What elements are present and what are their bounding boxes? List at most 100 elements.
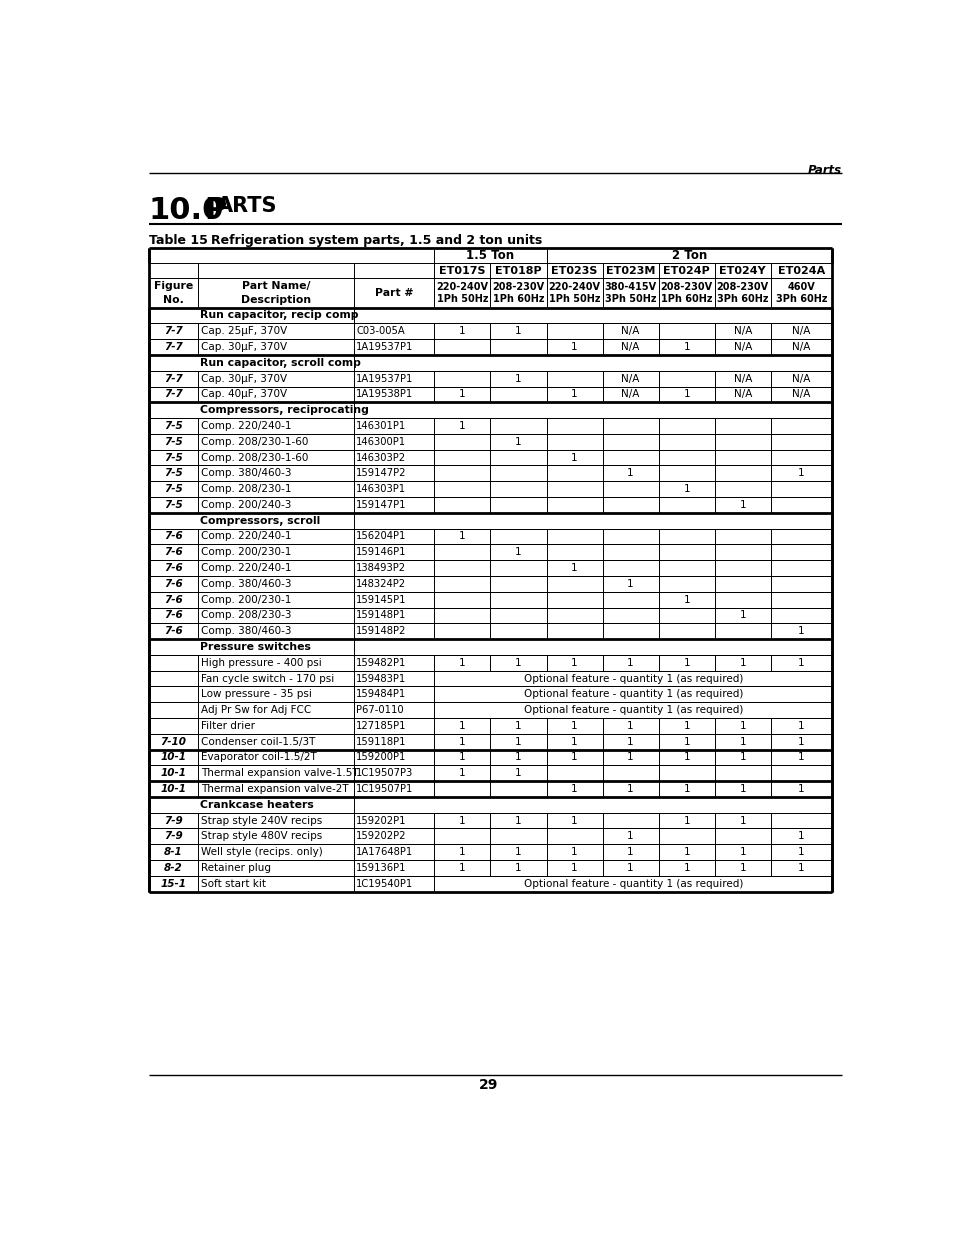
Text: N/A: N/A — [733, 326, 751, 336]
Text: Fan cycle switch - 170 psi: Fan cycle switch - 170 psi — [201, 673, 334, 683]
Text: 1: 1 — [627, 737, 633, 747]
Text: 148324P2: 148324P2 — [355, 579, 406, 589]
Text: Compressors, scroll: Compressors, scroll — [200, 516, 320, 526]
Text: Strap style 480V recips: Strap style 480V recips — [201, 831, 322, 841]
Text: 208-230V
3Ph 60Hz: 208-230V 3Ph 60Hz — [716, 282, 768, 304]
Text: 1: 1 — [798, 784, 804, 794]
Text: 127185P1: 127185P1 — [355, 721, 406, 731]
Text: 29: 29 — [478, 1078, 498, 1092]
Text: Crankcase heaters: Crankcase heaters — [200, 800, 314, 810]
Text: P67-0110: P67-0110 — [355, 705, 403, 715]
Text: 159147P2: 159147P2 — [355, 468, 406, 478]
Text: 1: 1 — [798, 752, 804, 762]
Text: 1: 1 — [571, 721, 578, 731]
Text: 1A17648P1: 1A17648P1 — [355, 847, 413, 857]
Text: 1.5 Ton: 1.5 Ton — [466, 249, 514, 262]
Text: Comp. 220/240-1: Comp. 220/240-1 — [201, 421, 292, 431]
Text: 7-6: 7-6 — [164, 531, 182, 541]
Text: 460V
3Ph 60Hz: 460V 3Ph 60Hz — [775, 282, 826, 304]
Text: 156204P1: 156204P1 — [355, 531, 406, 541]
Text: N/A: N/A — [792, 326, 810, 336]
Text: Comp. 200/230-1: Comp. 200/230-1 — [201, 547, 291, 557]
Text: 10.0: 10.0 — [149, 196, 224, 225]
Text: Adj Pr Sw for Adj FCC: Adj Pr Sw for Adj FCC — [201, 705, 311, 715]
Text: 1: 1 — [682, 737, 689, 747]
Text: N/A: N/A — [620, 326, 639, 336]
Text: 159147P1: 159147P1 — [355, 500, 406, 510]
Text: 146303P2: 146303P2 — [355, 452, 406, 463]
Text: 1: 1 — [571, 752, 578, 762]
Text: Optional feature - quantity 1 (as required): Optional feature - quantity 1 (as requir… — [523, 673, 742, 683]
Text: 159482P1: 159482P1 — [355, 658, 406, 668]
Text: 1: 1 — [798, 658, 804, 668]
Text: 7-10: 7-10 — [160, 737, 186, 747]
Text: 1: 1 — [458, 847, 465, 857]
Text: 8-2: 8-2 — [164, 863, 182, 873]
Text: N/A: N/A — [620, 374, 639, 384]
Text: Comp. 220/240-1: Comp. 220/240-1 — [201, 563, 292, 573]
Text: 208-230V
1Ph 60Hz: 208-230V 1Ph 60Hz — [492, 282, 544, 304]
Text: 1: 1 — [798, 721, 804, 731]
Text: 159145P1: 159145P1 — [355, 594, 406, 605]
Text: N/A: N/A — [620, 389, 639, 399]
Text: N/A: N/A — [792, 389, 810, 399]
Text: 1: 1 — [515, 374, 521, 384]
Text: Thermal expansion valve-1.5T: Thermal expansion valve-1.5T — [201, 768, 358, 778]
Text: 1: 1 — [798, 863, 804, 873]
Text: 220-240V
1Ph 50Hz: 220-240V 1Ph 50Hz — [436, 282, 488, 304]
Text: ET017S: ET017S — [438, 266, 485, 275]
Text: 1: 1 — [458, 815, 465, 826]
Text: 1: 1 — [739, 658, 745, 668]
Text: 1: 1 — [458, 721, 465, 731]
Text: 1: 1 — [571, 784, 578, 794]
Text: 1: 1 — [682, 594, 689, 605]
Text: 7-7: 7-7 — [164, 389, 182, 399]
Text: 1: 1 — [682, 389, 689, 399]
Text: Thermal expansion valve-2T: Thermal expansion valve-2T — [201, 784, 348, 794]
Text: Filter drier: Filter drier — [201, 721, 254, 731]
Text: 1A19537P1: 1A19537P1 — [355, 342, 413, 352]
Text: 7-7: 7-7 — [164, 342, 182, 352]
Text: 1: 1 — [682, 863, 689, 873]
Text: 1: 1 — [571, 389, 578, 399]
Text: 1: 1 — [682, 342, 689, 352]
Text: 1: 1 — [627, 752, 633, 762]
Text: 159148P2: 159148P2 — [355, 626, 406, 636]
Text: Optional feature - quantity 1 (as required): Optional feature - quantity 1 (as requir… — [523, 705, 742, 715]
Text: 1: 1 — [515, 721, 521, 731]
Text: 1: 1 — [627, 863, 633, 873]
Text: Cap. 25μF, 370V: Cap. 25μF, 370V — [201, 326, 287, 336]
Text: 7-5: 7-5 — [164, 484, 182, 494]
Text: 1: 1 — [515, 863, 521, 873]
Text: 159484P1: 159484P1 — [355, 689, 406, 699]
Text: 1: 1 — [571, 342, 578, 352]
Text: 1: 1 — [458, 531, 465, 541]
Text: 1: 1 — [515, 752, 521, 762]
Text: Run capacitor, scroll comp: Run capacitor, scroll comp — [200, 358, 361, 368]
Text: 1: 1 — [798, 737, 804, 747]
Text: 1: 1 — [682, 721, 689, 731]
Text: Optional feature - quantity 1 (as required): Optional feature - quantity 1 (as requir… — [523, 689, 742, 699]
Text: N/A: N/A — [792, 342, 810, 352]
Text: Refrigeration system parts, 1.5 and 2 ton units: Refrigeration system parts, 1.5 and 2 to… — [211, 235, 541, 247]
Text: 7-5: 7-5 — [164, 500, 182, 510]
Text: 159136P1: 159136P1 — [355, 863, 406, 873]
Text: 1: 1 — [627, 831, 633, 841]
Text: 1: 1 — [739, 752, 745, 762]
Text: 1: 1 — [571, 658, 578, 668]
Text: 146300P1: 146300P1 — [355, 437, 406, 447]
Text: 159118P1: 159118P1 — [355, 737, 406, 747]
Text: Cap. 30μF, 370V: Cap. 30μF, 370V — [201, 342, 287, 352]
Text: 159200P1: 159200P1 — [355, 752, 406, 762]
Text: 1: 1 — [515, 737, 521, 747]
Text: 7-9: 7-9 — [164, 831, 182, 841]
Text: ET023S: ET023S — [551, 266, 598, 275]
Text: 1: 1 — [571, 815, 578, 826]
Text: 1: 1 — [458, 389, 465, 399]
Text: Run capacitor, recip comp: Run capacitor, recip comp — [200, 310, 358, 321]
Text: 146303P1: 146303P1 — [355, 484, 406, 494]
Text: 1: 1 — [739, 500, 745, 510]
Text: 1: 1 — [458, 421, 465, 431]
Text: 1: 1 — [682, 815, 689, 826]
Text: 10-1: 10-1 — [160, 752, 186, 762]
